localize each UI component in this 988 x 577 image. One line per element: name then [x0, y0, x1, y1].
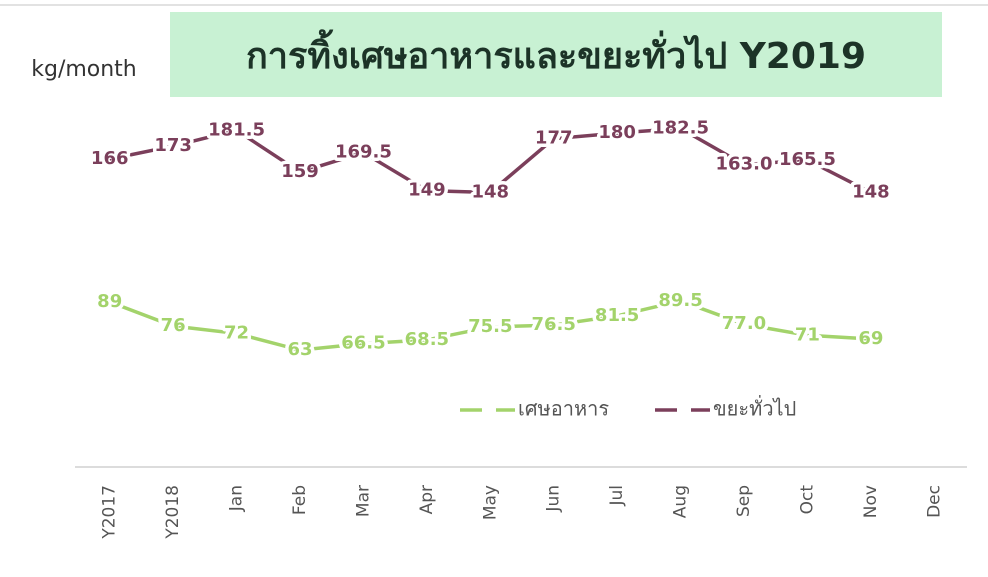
data-label: 180: [598, 122, 636, 143]
data-label: 63: [287, 339, 312, 360]
title-box: [170, 12, 942, 97]
data-label: 169.5: [335, 142, 392, 163]
data-label: 166: [91, 148, 129, 169]
data-label: 76: [161, 315, 186, 336]
data-label: 81.5: [595, 305, 639, 326]
chart-title: การทิ้งเศษอาหารและขยะทั่วไป Y2019: [246, 29, 866, 77]
data-label: 76.5: [532, 314, 576, 335]
y-axis-label: kg/month: [31, 57, 137, 82]
data-label: 163.0: [716, 154, 773, 175]
data-label: 66.5: [341, 333, 385, 354]
x-tick-label: Nov: [861, 485, 881, 518]
x-tick-label: Jul: [607, 485, 627, 507]
data-label: 89: [97, 291, 122, 312]
data-label: 182.5: [652, 117, 709, 138]
legend-label: ขยะทั่วไป: [713, 395, 796, 421]
data-label: 69: [858, 328, 883, 349]
data-label: 181.5: [208, 119, 265, 140]
x-tick-label: Y2017: [100, 485, 120, 540]
data-label: 149: [408, 180, 446, 201]
x-tick-label: Oct: [797, 485, 817, 515]
data-label: 148: [852, 181, 890, 202]
series-line: [109, 126, 872, 195]
data-label: 89.5: [658, 290, 702, 311]
x-tick-label: Jun: [544, 485, 564, 513]
data-label: 77.0: [722, 313, 766, 334]
x-tick-label: Aug: [671, 485, 691, 518]
data-label: 75.5: [468, 316, 512, 337]
x-tick-label: Y2018: [163, 485, 183, 540]
legend-label: เศษอาหาร: [518, 397, 609, 421]
series-line: [109, 299, 871, 352]
data-label: 159: [281, 161, 319, 182]
data-label: 148: [471, 181, 509, 202]
data-label: 177: [535, 128, 573, 149]
x-tick-label: Dec: [924, 485, 944, 518]
x-tick-label: Apr: [417, 485, 437, 514]
x-tick-label: Mar: [353, 485, 373, 517]
data-label: 173: [154, 135, 192, 156]
data-label: 71: [795, 324, 820, 345]
x-tick-label: Sep: [734, 485, 754, 517]
x-tick-label: Jan: [227, 485, 247, 512]
data-label: 165.5: [779, 149, 836, 170]
data-label: 72: [224, 322, 249, 343]
x-tick-label: Feb: [290, 485, 310, 515]
data-label: 68.5: [405, 329, 449, 350]
x-tick-label: May: [480, 485, 500, 520]
